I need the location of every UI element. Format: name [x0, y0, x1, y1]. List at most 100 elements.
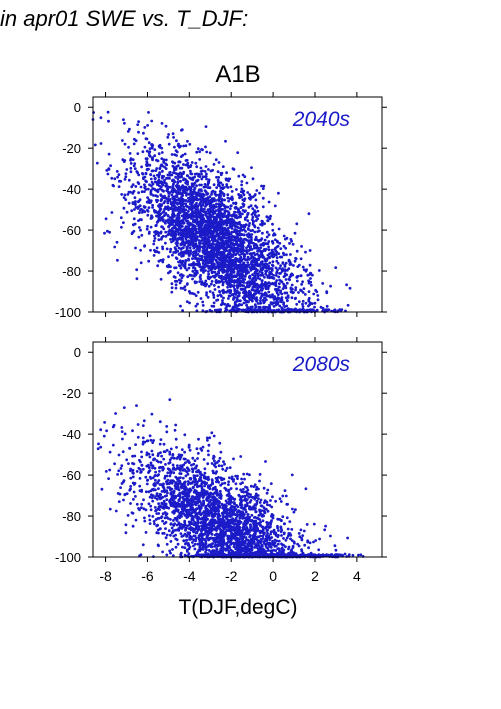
- data-point: [244, 267, 248, 270]
- data-point: [286, 527, 290, 531]
- data-point: [219, 181, 223, 185]
- data-point: [204, 257, 207, 260]
- data-point: [124, 172, 128, 176]
- data-point: [147, 232, 151, 235]
- data-point: [192, 195, 195, 199]
- data-point: [269, 214, 272, 218]
- data-point: [156, 264, 160, 268]
- data-point: [196, 259, 200, 263]
- data-point: [181, 198, 185, 201]
- data-point: [150, 184, 153, 188]
- data-point: [157, 531, 160, 535]
- data-point: [251, 299, 254, 303]
- data-point: [212, 215, 216, 219]
- data-point: [209, 243, 213, 246]
- data-point: [195, 220, 199, 224]
- data-point: [260, 223, 264, 227]
- data-point: [250, 233, 254, 236]
- data-point: [161, 550, 165, 554]
- data-point: [163, 178, 166, 182]
- data-point: [287, 547, 290, 551]
- data-point: [207, 208, 210, 212]
- data-point: [256, 246, 260, 250]
- data-point: [138, 477, 142, 480]
- data-point: [205, 172, 208, 176]
- data-point: [241, 209, 245, 212]
- data-point: [106, 172, 110, 176]
- data-point: [147, 167, 150, 171]
- data-point: [202, 185, 206, 189]
- data-point: [199, 217, 203, 220]
- data-point: [251, 260, 255, 263]
- data-point: [258, 277, 262, 281]
- data-point: [240, 187, 244, 191]
- data-point: [170, 240, 173, 244]
- data-point: [204, 269, 207, 272]
- data-point: [257, 305, 261, 309]
- data-point: [286, 294, 290, 298]
- data-point: [228, 197, 232, 201]
- data-point: [159, 212, 163, 216]
- data-point: [225, 544, 229, 547]
- data-point: [278, 241, 282, 245]
- data-point: [217, 285, 221, 289]
- data-point: [220, 203, 223, 207]
- data-point: [223, 302, 227, 306]
- data-point: [226, 241, 229, 245]
- data-point: [171, 221, 175, 224]
- data-point: [232, 235, 236, 239]
- data-point: [165, 553, 169, 557]
- data-point: [230, 190, 234, 193]
- data-point: [252, 242, 256, 245]
- data-point: [251, 222, 255, 226]
- data-point: [177, 184, 181, 188]
- data-point: [231, 167, 235, 171]
- data-point: [258, 191, 261, 195]
- data-point: [306, 308, 310, 312]
- data-point: [153, 466, 157, 470]
- data-point: [189, 200, 192, 204]
- data-point: [293, 308, 296, 311]
- data-point: [241, 264, 245, 268]
- data-point: [225, 185, 229, 188]
- data-point: [279, 272, 282, 275]
- data-point: [129, 166, 133, 170]
- data-point: [173, 276, 177, 279]
- data-point: [204, 279, 208, 283]
- data-point: [120, 430, 124, 433]
- data-point: [219, 171, 223, 175]
- data-point: [196, 207, 200, 211]
- data-point: [168, 250, 172, 254]
- data-point: [126, 514, 130, 517]
- data-point: [247, 271, 251, 274]
- data-point: [216, 222, 220, 226]
- data-point: [182, 144, 186, 148]
- data-point: [202, 271, 205, 274]
- data-point: [119, 467, 123, 470]
- data-point: [284, 246, 288, 250]
- data-point: [168, 185, 172, 189]
- data-point: [252, 251, 256, 255]
- data-point: [258, 270, 262, 273]
- data-point: [286, 299, 289, 303]
- data-point: [189, 263, 193, 267]
- data-point: [192, 218, 196, 222]
- data-point: [161, 245, 164, 249]
- data-point: [191, 178, 195, 182]
- data-point: [133, 196, 137, 200]
- data-point: [246, 219, 250, 223]
- data-point: [299, 528, 303, 532]
- data-point: [215, 308, 219, 312]
- data-point: [290, 283, 294, 287]
- data-point: [172, 187, 176, 191]
- data-point: [235, 231, 238, 235]
- data-point: [179, 179, 183, 183]
- data-point: [169, 247, 173, 251]
- data-point: [285, 291, 289, 295]
- data-point: [234, 246, 238, 250]
- data-point: [215, 255, 219, 258]
- data-point: [346, 536, 349, 540]
- data-point: [267, 240, 271, 243]
- data-point: [264, 292, 268, 296]
- data-point: [254, 267, 258, 271]
